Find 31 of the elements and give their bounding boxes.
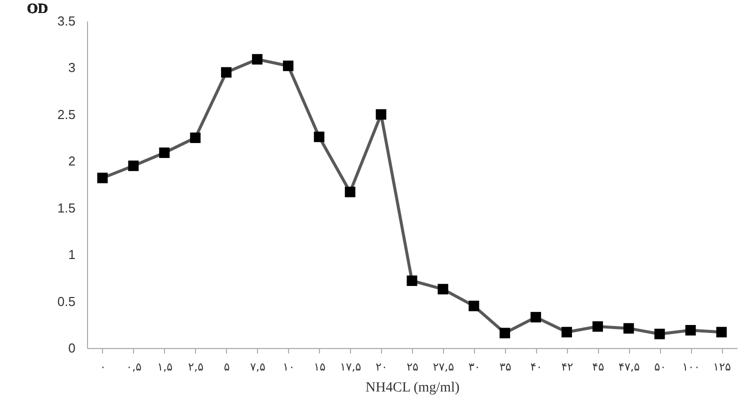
x-tick-label: ۲,۵ xyxy=(188,360,204,374)
x-tick-label: ۴۲ xyxy=(561,360,574,374)
x-tick-label: ۴۷,۵ xyxy=(618,360,640,374)
y-tick-label: 1 xyxy=(68,247,76,262)
x-tick-label: ۱۰۰ xyxy=(682,360,700,374)
x-tick-label: ۱۵ xyxy=(314,360,326,374)
x-tick-label: ۱۷,۵ xyxy=(340,360,362,374)
x-tick-label: ۱,۵ xyxy=(157,360,173,374)
y-tick-label: 0.5 xyxy=(57,294,76,309)
y-axis-title: OD xyxy=(27,2,48,17)
y-tick-label: 3 xyxy=(68,60,76,76)
x-axis-title: NH4CL (mg/ml) xyxy=(366,380,460,396)
y-tick-label: 3.5 xyxy=(57,14,76,28)
x-tick-label: ۷,۵ xyxy=(250,360,266,374)
x-tick-label: ۲۵ xyxy=(406,360,418,374)
x-tick-label: ۰,۵ xyxy=(126,360,142,374)
y-tick-label: 2 xyxy=(68,154,76,169)
x-tick-label: ۰ xyxy=(100,360,106,374)
x-tick-label: ۱۰ xyxy=(282,360,295,374)
y-tick-label: 2.5 xyxy=(57,106,76,122)
x-tick-label: ۵۰ xyxy=(654,360,666,374)
x-tick-label: ۴۰ xyxy=(530,360,542,374)
x-tick-label: ۳۵ xyxy=(499,360,512,374)
x-tick-label: ۴۵ xyxy=(592,360,604,374)
x-tick-label: ۳۰ xyxy=(468,360,480,374)
x-tick-label: ۵ xyxy=(224,360,230,374)
x-tick-label: ۲۰ xyxy=(376,360,388,374)
x-tick-label: ۱۲۵ xyxy=(713,360,731,374)
x-tick-label: ۲۷,۵ xyxy=(432,360,454,374)
y-tick-label: 0 xyxy=(68,340,76,356)
y-tick-label: 1.5 xyxy=(57,200,76,216)
